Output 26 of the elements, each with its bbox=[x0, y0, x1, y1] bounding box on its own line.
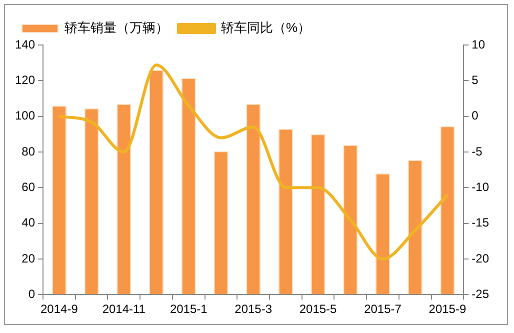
y2-tick-label: -5 bbox=[472, 144, 483, 158]
y2-tick-label: -10 bbox=[472, 180, 490, 194]
y2-tick-label: -15 bbox=[472, 216, 490, 230]
y2-tick-label: -20 bbox=[472, 251, 490, 266]
x-tick-label: 2015-9 bbox=[428, 302, 466, 316]
legend-label: 轿车销量（万辆） bbox=[64, 20, 168, 36]
y2-tick-label: 10 bbox=[472, 37, 486, 52]
legend-label: 轿车同比（%） bbox=[221, 20, 311, 36]
y-tick-label: 60 bbox=[22, 180, 36, 194]
y2-tick-label: -25 bbox=[472, 286, 490, 301]
x-tick-label: 2014-9 bbox=[40, 302, 78, 316]
x-tick-label: 2015-5 bbox=[299, 302, 338, 316]
y2-tick-label: 5 bbox=[472, 72, 479, 87]
x-tick-label: 2015-7 bbox=[364, 302, 402, 316]
y-tick-label: 140 bbox=[14, 37, 36, 52]
line-series bbox=[58, 63, 449, 260]
y-tick-label: 120 bbox=[14, 72, 36, 87]
y-tick-label: 100 bbox=[14, 108, 36, 123]
x-tick-label: 2015-1 bbox=[170, 302, 208, 316]
x-tick-label: 2015-3 bbox=[234, 302, 272, 316]
y-tick-label: 40 bbox=[22, 216, 36, 230]
x-tick-label: 2014-11 bbox=[102, 302, 146, 316]
y2-tick-label: 0 bbox=[472, 108, 479, 123]
y-tick-label: 20 bbox=[22, 251, 36, 266]
y-tick-label: 80 bbox=[22, 144, 36, 158]
y-tick-label: 0 bbox=[28, 286, 36, 301]
